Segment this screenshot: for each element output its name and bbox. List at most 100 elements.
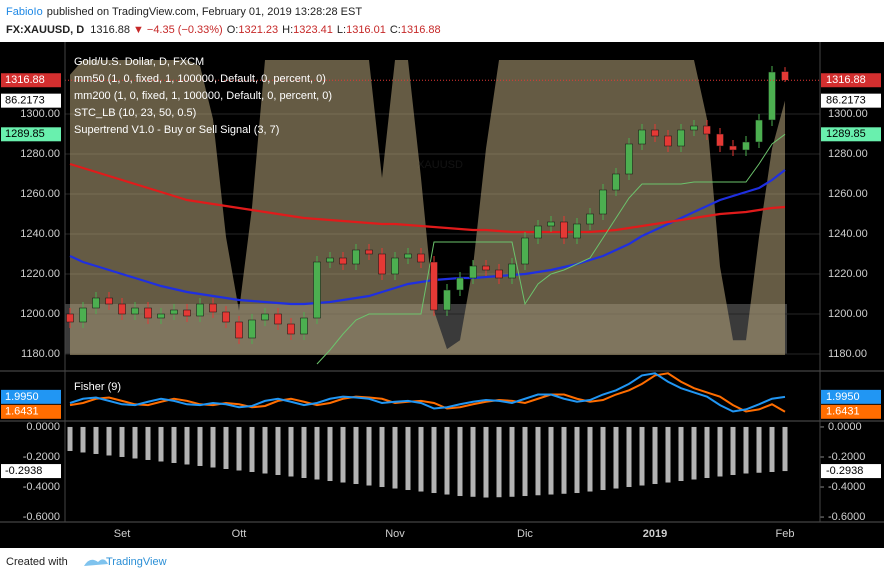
x-tick-label: Dic xyxy=(517,528,533,540)
bar xyxy=(483,426,489,498)
candle-body xyxy=(92,297,100,309)
candle-body xyxy=(79,307,87,323)
candle-body xyxy=(313,261,321,319)
bar xyxy=(119,426,125,457)
candle-body xyxy=(66,313,74,323)
candle-body xyxy=(287,323,295,335)
candle-body xyxy=(547,221,555,227)
candle-body xyxy=(625,143,633,175)
candle-body xyxy=(573,223,581,239)
candle-body xyxy=(261,313,269,321)
y-tick-label: 0.0000 xyxy=(26,421,60,433)
y-tick-label: 1260.00 xyxy=(20,188,60,200)
y-tick-label: 1260.00 xyxy=(828,188,868,200)
bar xyxy=(613,426,619,489)
bar xyxy=(756,426,762,473)
bar xyxy=(405,426,411,491)
price-tag xyxy=(821,73,881,88)
indicator-line xyxy=(69,162,786,234)
bar xyxy=(561,426,567,494)
bar xyxy=(496,426,502,498)
price-tag xyxy=(821,127,881,142)
x-tick-label: Ott xyxy=(232,528,247,540)
candle-body xyxy=(300,317,308,335)
stc-area xyxy=(70,60,785,355)
bar xyxy=(262,426,268,474)
bar xyxy=(80,426,86,453)
ohlc-label: H: xyxy=(282,24,293,36)
candle-body xyxy=(521,237,529,265)
bar xyxy=(639,426,645,486)
bar xyxy=(743,426,749,474)
price-tag xyxy=(821,93,881,108)
bar xyxy=(67,426,73,451)
candle-body xyxy=(742,141,750,151)
price-tag-label: -0.2938 xyxy=(5,465,42,477)
candle-body xyxy=(404,253,412,259)
bar xyxy=(431,426,437,494)
indicator-line xyxy=(316,133,786,365)
bar xyxy=(392,426,398,489)
bar xyxy=(353,426,359,485)
candle-body xyxy=(183,309,191,317)
bar xyxy=(132,426,138,459)
price-tag xyxy=(821,464,881,479)
bar xyxy=(197,426,203,466)
price-tag-label: 1289.85 xyxy=(826,128,866,140)
candle-body xyxy=(716,133,724,147)
publish-info: published on TradingView.com, February 0… xyxy=(47,6,363,18)
x-tick-label: Nov xyxy=(385,528,405,540)
bar xyxy=(717,426,723,477)
y-tick-label: -0.2000 xyxy=(828,451,865,463)
candle-body xyxy=(469,265,477,279)
tv-cloud-icon xyxy=(84,559,108,566)
candle-body xyxy=(248,319,256,339)
bar xyxy=(314,426,320,480)
bar xyxy=(626,426,632,488)
bar xyxy=(366,426,372,486)
price-tag-label: 86.2173 xyxy=(5,95,45,107)
ohlc-label: O: xyxy=(227,24,239,36)
candle-body xyxy=(599,189,607,215)
candle-body xyxy=(534,225,542,239)
y-tick-label: -0.6000 xyxy=(23,511,60,523)
bar xyxy=(470,426,476,497)
y-tick-label: -0.2000 xyxy=(23,451,60,463)
legend-entry: mm200 (1, 0, fixed, 1, 100000, Default, … xyxy=(74,90,332,102)
legend-entry: STC_LB (10, 23, 50, 0.5) xyxy=(74,107,196,119)
y-tick-label: 1220.00 xyxy=(828,268,868,280)
ohlc-label: C: xyxy=(390,24,401,36)
y-tick-label: 1280.00 xyxy=(20,148,60,160)
chart-title: Gold/U.S. Dollar, D, FXCM xyxy=(74,56,204,68)
candle-body xyxy=(365,249,373,255)
bar xyxy=(574,426,580,494)
footer-brand[interactable]: TradingView xyxy=(106,556,167,568)
bar xyxy=(223,426,229,469)
bar xyxy=(678,426,684,482)
candle-body xyxy=(235,321,243,339)
bar xyxy=(704,426,710,479)
bar xyxy=(548,426,554,495)
bar xyxy=(184,426,190,465)
candle-body xyxy=(586,213,594,225)
price-tag-label: 1316.88 xyxy=(826,74,866,86)
y-tick-label: 1240.00 xyxy=(828,228,868,240)
bar xyxy=(210,426,216,468)
indicator-line xyxy=(69,169,786,306)
candle-body xyxy=(274,313,282,325)
y-tick-label: 1200.00 xyxy=(828,308,868,320)
candle-body xyxy=(703,125,711,135)
price-tag xyxy=(1,73,61,88)
candle-body xyxy=(222,311,230,323)
candle-body xyxy=(209,303,217,313)
candle-body xyxy=(677,129,685,147)
price-tag-label: -0.2938 xyxy=(826,465,863,477)
candle-body xyxy=(690,125,698,131)
author-link[interactable]: FabioIo xyxy=(6,6,43,18)
price-tag-label: 1.9950 xyxy=(5,391,39,403)
price-tag xyxy=(1,93,61,108)
candle-body xyxy=(729,145,737,151)
bar xyxy=(769,426,775,472)
price-tag-label: 86.2173 xyxy=(826,95,866,107)
